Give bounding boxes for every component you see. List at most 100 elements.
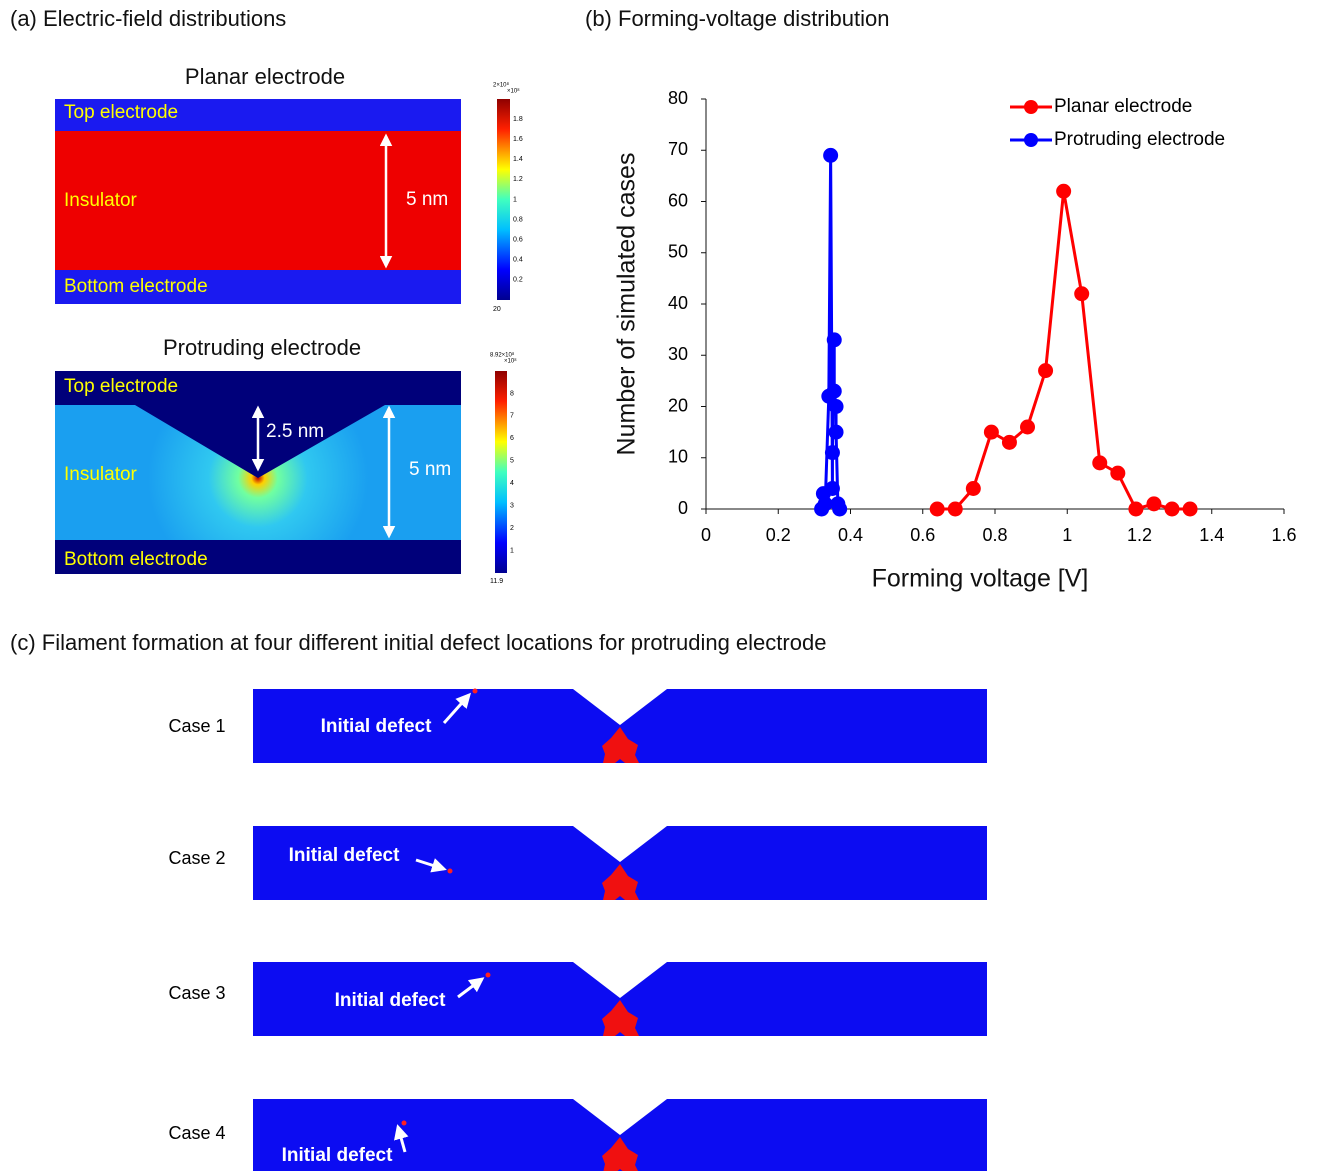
label: 2.5 nm [266, 421, 324, 442]
label: 5 nm [406, 189, 448, 210]
point [1182, 501, 1198, 517]
filament [602, 864, 639, 900]
legend-label: Protruding electrode [1054, 129, 1225, 150]
colorbar-tick-label: 0.8 [513, 216, 523, 223]
defect-label: Initial defect [321, 716, 433, 737]
x-tick-label: 0.2 [766, 525, 791, 545]
colorbar [495, 371, 507, 573]
colorbar-tick-label: 1.6 [513, 136, 523, 143]
protrusion [573, 689, 667, 725]
cases: Case 1 Initial defect Case 2 Initial defect… [168, 688, 987, 1173]
colorbar-tick-label: 0.2 [513, 277, 523, 284]
label: Insulator [64, 464, 138, 485]
y-axis-title: Number of simulated cases [613, 153, 641, 456]
point [817, 496, 833, 512]
defect-label: Initial defect [335, 990, 447, 1011]
arrow [415, 858, 447, 873]
case-label: Case 1 [168, 716, 225, 736]
defect [447, 868, 453, 874]
colorbar-tick-label: 1 [510, 547, 514, 554]
subpanel-title: Planar electrode [185, 64, 345, 89]
series-line [937, 190, 1191, 511]
protrusion [573, 962, 667, 998]
point [1020, 419, 1036, 435]
point [828, 424, 844, 440]
point [824, 445, 840, 461]
colorbar-unit: ×10⁸ [507, 88, 520, 95]
case-label: Case 4 [168, 1123, 225, 1143]
colorbar [497, 99, 510, 300]
point [826, 332, 842, 348]
filament [602, 727, 639, 763]
x-tick-label: 0.8 [982, 525, 1007, 545]
point [826, 383, 842, 399]
colorbar-tick-label: 7 [510, 413, 514, 420]
colorbar-tick-label: 1.4 [513, 156, 523, 163]
colorbar-tick-label: 4 [510, 480, 514, 487]
point [823, 147, 839, 163]
arrow [442, 692, 471, 724]
point [824, 481, 840, 496]
legend-label: Planar electrode [1054, 96, 1192, 117]
filament [602, 1000, 639, 1036]
filament [602, 1137, 639, 1173]
y-tick-label: 80 [668, 88, 688, 108]
point [832, 501, 848, 517]
label: Bottom electrode [64, 276, 208, 297]
point [1128, 501, 1144, 517]
colorbar-tick-label: 6 [510, 435, 514, 442]
y-tick-label: 10 [668, 447, 688, 467]
point [1092, 455, 1108, 471]
point [965, 481, 981, 496]
point [947, 501, 963, 517]
defect [485, 972, 491, 978]
y-tick-label: 40 [668, 293, 688, 313]
point [1056, 183, 1072, 199]
colorbar-tick-label: 1.8 [513, 116, 523, 123]
x-tick-label: 1.6 [1271, 525, 1296, 545]
defect [472, 688, 478, 694]
case-label: Case 3 [168, 983, 225, 1003]
colorbar-tick-label: 8 [510, 390, 514, 397]
label: Bottom electrode [64, 549, 208, 570]
colorbar-tick-label: 0.4 [513, 257, 523, 264]
point [1074, 286, 1090, 302]
arrow [394, 1124, 409, 1153]
defect [401, 1120, 407, 1126]
x-tick-label: 0.4 [838, 525, 863, 545]
x-tick-label: 0.6 [910, 525, 935, 545]
defect-label: Initial defect [289, 845, 401, 866]
defect-label: Initial defect [282, 1145, 394, 1166]
protrusion [573, 1099, 667, 1135]
point [1146, 496, 1162, 512]
subpanel-title: Protruding electrode [163, 335, 361, 360]
colorbar-tick-label: 1.2 [513, 176, 523, 183]
case-label: Case 2 [168, 848, 225, 868]
panel-title: (c) Filament formation at four different… [10, 630, 826, 655]
y-tick-label: 60 [668, 190, 688, 210]
x-tick-label: 1 [1062, 525, 1072, 545]
colorbar-max: 8.92×10⁸ [490, 352, 515, 359]
point [1001, 434, 1017, 450]
colorbar-min: 20 [493, 306, 501, 313]
point [1038, 363, 1054, 379]
x-tick-label: 0 [701, 525, 711, 545]
colorbar-tick-label: 2 [510, 525, 514, 532]
colorbar-max: 2×10⁸ [493, 82, 510, 89]
y-tick-label: 30 [668, 344, 688, 364]
colorbar-tick-label: 0.6 [513, 237, 523, 244]
point [929, 501, 945, 517]
insulator [55, 131, 461, 270]
y-tick-label: 70 [668, 139, 688, 159]
point [828, 399, 844, 414]
bottom-electrode [55, 540, 461, 574]
legend-marker [1024, 100, 1038, 114]
x-axis-title: Forming voltage [V] [872, 565, 1089, 593]
label: Insulator [64, 190, 138, 211]
point [1164, 501, 1180, 517]
colorbar-tick-label: 3 [510, 503, 514, 510]
arrow [457, 977, 485, 999]
label: 5 nm [409, 459, 451, 480]
point [1110, 465, 1126, 481]
